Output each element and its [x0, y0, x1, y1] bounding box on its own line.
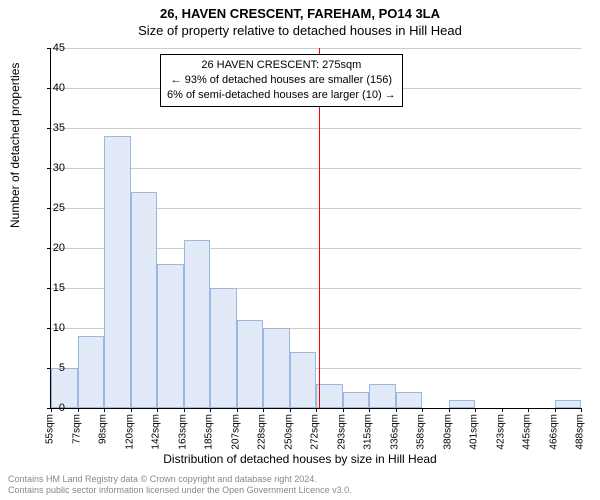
xtick-label: 185sqm [204, 414, 215, 450]
histogram-bar [78, 336, 105, 408]
ytick-label: 20 [35, 242, 65, 254]
ytick-label: 10 [35, 322, 65, 334]
xtick-label: 77sqm [71, 414, 82, 444]
ytick-label: 35 [35, 122, 65, 134]
chart-area: 26 HAVEN CRESCENT: 275sqm ← 93% of detac… [50, 48, 580, 408]
histogram-bar [184, 240, 211, 408]
xtick-mark [422, 408, 423, 412]
xtick-mark [290, 408, 291, 412]
histogram-bar [316, 384, 343, 408]
histogram-bar [210, 288, 237, 408]
histogram-bar [449, 400, 476, 408]
ytick-label: 30 [35, 162, 65, 174]
histogram-bar [237, 320, 264, 408]
xtick-mark [78, 408, 79, 412]
xtick-label: 207sqm [230, 414, 241, 450]
gridline [51, 48, 581, 49]
histogram-bar [343, 392, 370, 408]
histogram-bar [555, 400, 582, 408]
xtick-mark [555, 408, 556, 412]
ytick-label: 45 [35, 42, 65, 54]
histogram-bar [131, 192, 158, 408]
xtick-mark [475, 408, 476, 412]
xtick-mark [263, 408, 264, 412]
xtick-mark [131, 408, 132, 412]
annotation-line2: ← 93% of detached houses are smaller (15… [167, 73, 396, 88]
xtick-label: 163sqm [177, 414, 188, 450]
histogram-bar [369, 384, 396, 408]
xtick-mark [502, 408, 503, 412]
xtick-label: 336sqm [389, 414, 400, 450]
xtick-label: 466sqm [548, 414, 559, 450]
xtick-label: 293sqm [336, 414, 347, 450]
footer-line2: Contains public sector information licen… [8, 485, 352, 496]
xtick-mark [184, 408, 185, 412]
xtick-label: 250sqm [283, 414, 294, 450]
xtick-mark [396, 408, 397, 412]
histogram-bar [157, 264, 184, 408]
xtick-mark [581, 408, 582, 412]
xtick-label: 358sqm [416, 414, 427, 450]
ytick-label: 25 [35, 202, 65, 214]
chart-title-main: 26, HAVEN CRESCENT, FAREHAM, PO14 3LA [0, 0, 600, 21]
annotation-line3: 6% of semi-detached houses are larger (1… [167, 88, 396, 103]
xtick-mark [104, 408, 105, 412]
xtick-label: 401sqm [469, 414, 480, 450]
histogram-bar [263, 328, 290, 408]
xtick-mark [449, 408, 450, 412]
x-axis-label: Distribution of detached houses by size … [0, 452, 600, 466]
annotation-box: 26 HAVEN CRESCENT: 275sqm ← 93% of detac… [160, 54, 403, 107]
chart-title-sub: Size of property relative to detached ho… [0, 21, 600, 38]
gridline [51, 168, 581, 169]
gridline [51, 128, 581, 129]
xtick-mark [237, 408, 238, 412]
xtick-mark [316, 408, 317, 412]
histogram-bar [104, 136, 131, 408]
xtick-label: 272sqm [310, 414, 321, 450]
histogram-bar [290, 352, 317, 408]
xtick-label: 315sqm [363, 414, 374, 450]
ytick-label: 15 [35, 282, 65, 294]
histogram-bar [396, 392, 423, 408]
ytick-label: 0 [35, 402, 65, 414]
xtick-label: 488sqm [575, 414, 586, 450]
footer-attribution: Contains HM Land Registry data © Crown c… [8, 474, 352, 496]
xtick-label: 120sqm [124, 414, 135, 450]
footer-line1: Contains HM Land Registry data © Crown c… [8, 474, 352, 485]
xtick-label: 142sqm [151, 414, 162, 450]
xtick-label: 98sqm [98, 414, 109, 444]
xtick-label: 423sqm [495, 414, 506, 450]
ytick-label: 5 [35, 362, 65, 374]
xtick-mark [157, 408, 158, 412]
xtick-label: 445sqm [522, 414, 533, 450]
xtick-mark [369, 408, 370, 412]
xtick-label: 55sqm [45, 414, 56, 444]
y-axis-label: Number of detached properties [8, 63, 22, 228]
xtick-label: 380sqm [442, 414, 453, 450]
xtick-mark [210, 408, 211, 412]
annotation-line1: 26 HAVEN CRESCENT: 275sqm [167, 58, 396, 73]
xtick-label: 228sqm [257, 414, 268, 450]
xtick-mark [528, 408, 529, 412]
ytick-label: 40 [35, 82, 65, 94]
xtick-mark [343, 408, 344, 412]
